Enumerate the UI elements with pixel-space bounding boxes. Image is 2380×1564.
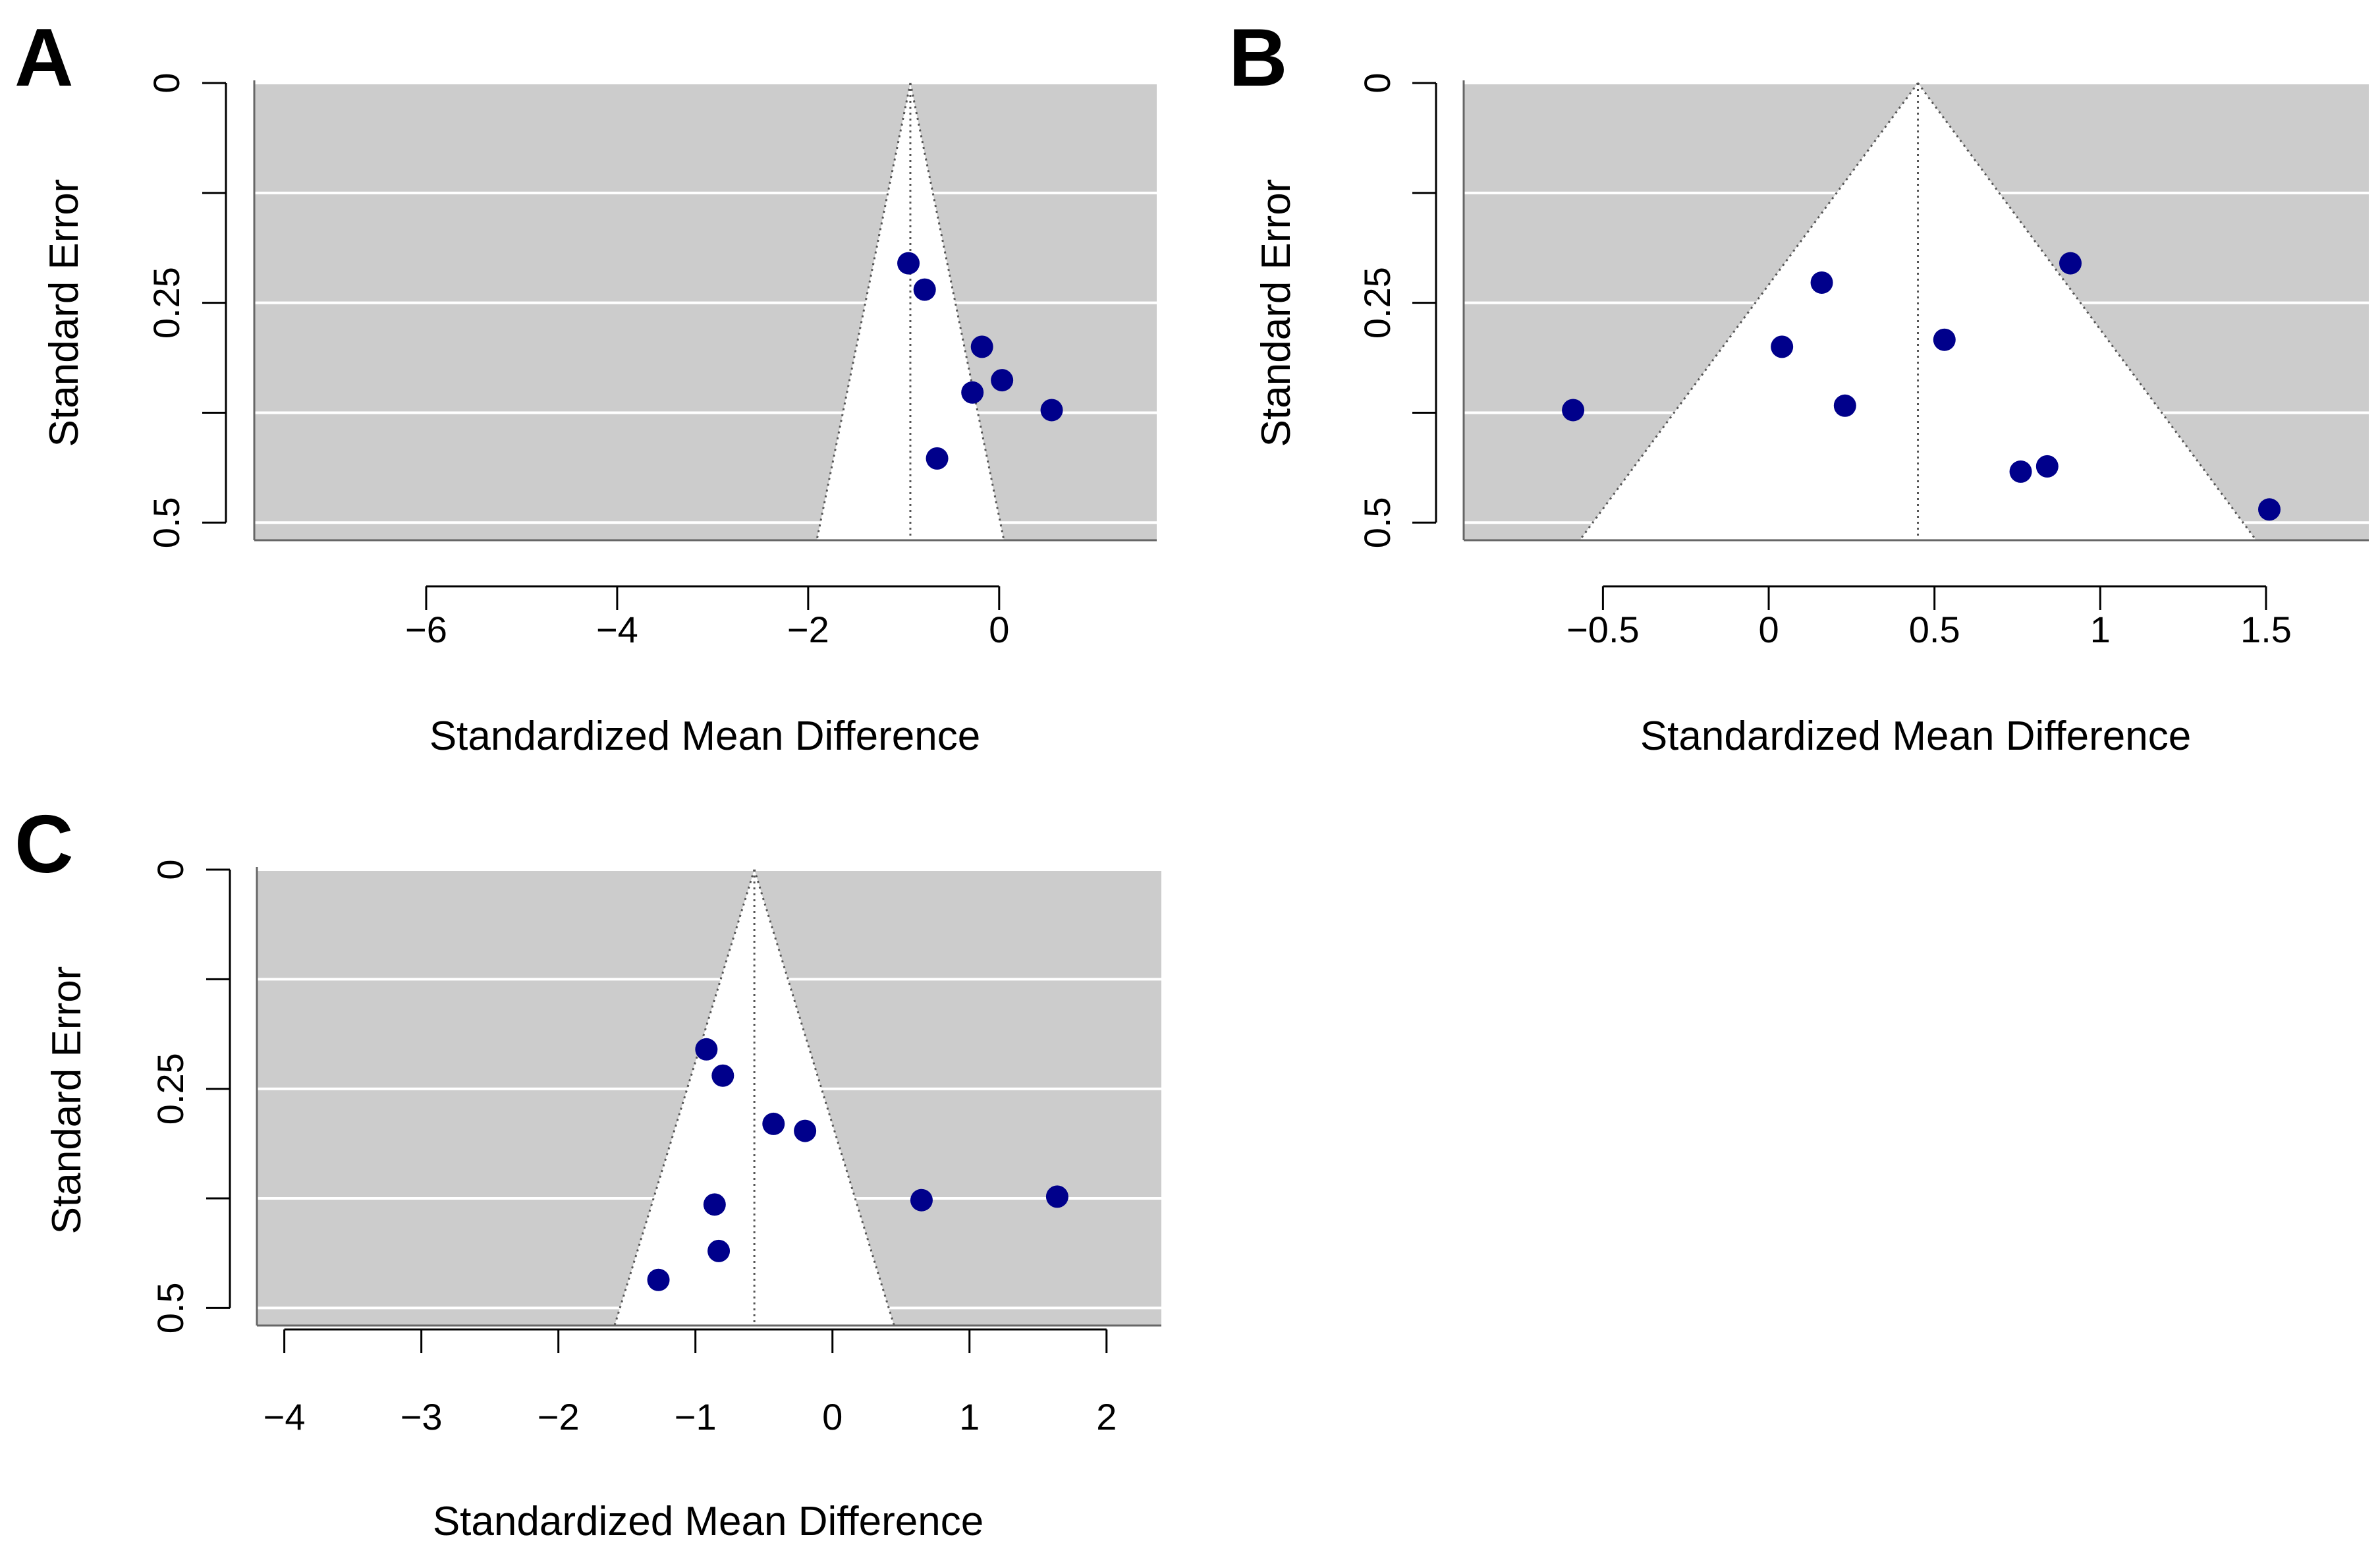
panel-b-data-point — [1771, 335, 1794, 358]
panel-a-x-tick-label: −6 — [405, 609, 447, 650]
panel-b-data-point — [1562, 399, 1585, 422]
panel-a-label: A — [14, 13, 74, 103]
panel-b-x-tick-label: 1.5 — [2240, 609, 2292, 650]
panel-b-data-point — [2059, 252, 2082, 275]
panel-a-funnel-right-edge — [909, 82, 1005, 541]
panel-a-x-axis-title: Standardized Mean Difference — [429, 713, 980, 759]
panel-c-y-tick-label: 0 — [150, 859, 191, 880]
panel-b-y-axis: 0 0.25 0.5 — [1356, 72, 1437, 548]
panel-a-plot-area — [253, 80, 1157, 542]
panel-c-label: C — [14, 799, 74, 890]
panel-b-x-tick-label: 0.5 — [1909, 609, 1960, 650]
panel-b-y-tick-label: 0.5 — [1356, 497, 1398, 548]
panel-c-data-point — [707, 1239, 731, 1262]
panel-c-x-tick-label: 1 — [959, 1396, 980, 1438]
panel-a-y-tick-label: 0.5 — [146, 497, 187, 548]
panel-c-data-point — [647, 1268, 670, 1291]
panel-c-x-tick-label: 0 — [822, 1396, 843, 1438]
panel-c-data-points — [647, 1038, 1068, 1291]
panel-b: 0 0.25 0.5 −0.5 0 0.5 1 1.5 B Standardized Mean… — [1229, 13, 2369, 759]
panel-a-funnel-region — [816, 83, 1005, 540]
panel-b-x-axis-title: Standardized Mean Difference — [1640, 713, 2191, 759]
panel-a: 0 0.25 0.5 −6 −4 −2 0 A Standardized Mean Diff… — [14, 13, 1157, 759]
panel-b-funnel-region — [1580, 83, 2256, 540]
panel-b-x-tick-label: 1 — [2090, 609, 2111, 650]
panel-c-data-point — [794, 1119, 817, 1142]
panel-b-data-point — [2009, 460, 2032, 483]
panel-c-y-axis: 0 0.25 0.5 — [150, 859, 231, 1333]
panel-b-data-point — [2258, 498, 2281, 521]
panel-c-x-tick-label: −2 — [538, 1396, 580, 1438]
panel-a-x-tick-label: 0 — [989, 609, 1009, 650]
panel-c-data-point — [762, 1112, 785, 1135]
panel-b-data-point — [1833, 394, 1856, 417]
panel-a-x-axis: −6 −4 −2 0 — [405, 585, 1009, 650]
panel-a-x-tick-label: −4 — [596, 609, 638, 650]
panel-a-data-point — [1040, 399, 1063, 422]
panel-b-plot-area — [1462, 80, 2369, 542]
panel-a-funnel-left-edge — [816, 82, 912, 541]
panel-b-x-axis: −0.5 0 0.5 1 1.5 — [1566, 585, 2292, 650]
panel-a-data-points — [897, 252, 1063, 470]
panel-b-y-axis-title: Standard Error — [1254, 179, 1299, 447]
panel-c-data-point — [910, 1188, 933, 1212]
panel-b-data-point — [1933, 328, 1956, 351]
panel-a-y-tick-label: 0.25 — [146, 267, 187, 339]
panel-b-data-point — [2035, 455, 2059, 478]
panel-c-x-tick-label: −3 — [401, 1396, 443, 1438]
panel-c-data-point — [703, 1193, 726, 1216]
panel-b-label: B — [1229, 13, 1288, 103]
panel-b-y-tick-label: 0 — [1356, 72, 1398, 93]
panel-c-funnel-right-edge — [753, 869, 895, 1326]
panel-a-y-axis-title: Standard Error — [42, 179, 87, 447]
panel-a-data-point — [961, 381, 984, 404]
panel-b-data-point — [1810, 271, 1833, 294]
panel-c-x-axis: −4 −3 −2 −1 0 1 2 — [263, 1328, 1117, 1438]
panel-c-funnel-region — [614, 870, 895, 1326]
panel-b-data-points — [1562, 252, 2281, 521]
panel-a-y-axis: 0 0.25 0.5 — [146, 72, 227, 548]
panel-c-data-point — [695, 1038, 718, 1061]
panel-c-x-tick-label: 2 — [1096, 1396, 1117, 1438]
panel-a-data-point — [970, 335, 993, 358]
panel-c-x-tick-label: −4 — [263, 1396, 306, 1438]
panel-a-y-tick-label: 0 — [146, 72, 187, 93]
panel-c: 0 0.25 0.5 −4 −3 −2 −1 0 1 2 C Standardized Mean … — [14, 799, 1161, 1544]
panel-c-y-axis-title: Standard Error — [44, 966, 90, 1235]
panel-a-plot-background — [254, 83, 1157, 540]
panel-a-data-point — [926, 447, 949, 470]
panel-a-data-point — [897, 252, 920, 275]
panel-b-x-tick-label: −0.5 — [1566, 609, 1640, 650]
panel-c-data-point — [1045, 1185, 1068, 1208]
panel-c-x-tick-label: −1 — [675, 1396, 717, 1438]
panel-b-x-tick-label: 0 — [1758, 609, 1779, 650]
panel-a-x-tick-label: −2 — [787, 609, 829, 650]
panel-a-data-point — [991, 369, 1014, 392]
panel-c-data-point — [711, 1064, 734, 1087]
panel-c-x-axis-title: Standardized Mean Difference — [433, 1499, 983, 1544]
panel-c-funnel-left-edge — [613, 869, 756, 1326]
panel-c-y-tick-label: 0.5 — [150, 1282, 191, 1333]
panel-c-y-tick-label: 0.25 — [150, 1053, 191, 1125]
panel-b-y-tick-label: 0.25 — [1356, 267, 1398, 339]
panel-a-data-point — [913, 278, 936, 301]
